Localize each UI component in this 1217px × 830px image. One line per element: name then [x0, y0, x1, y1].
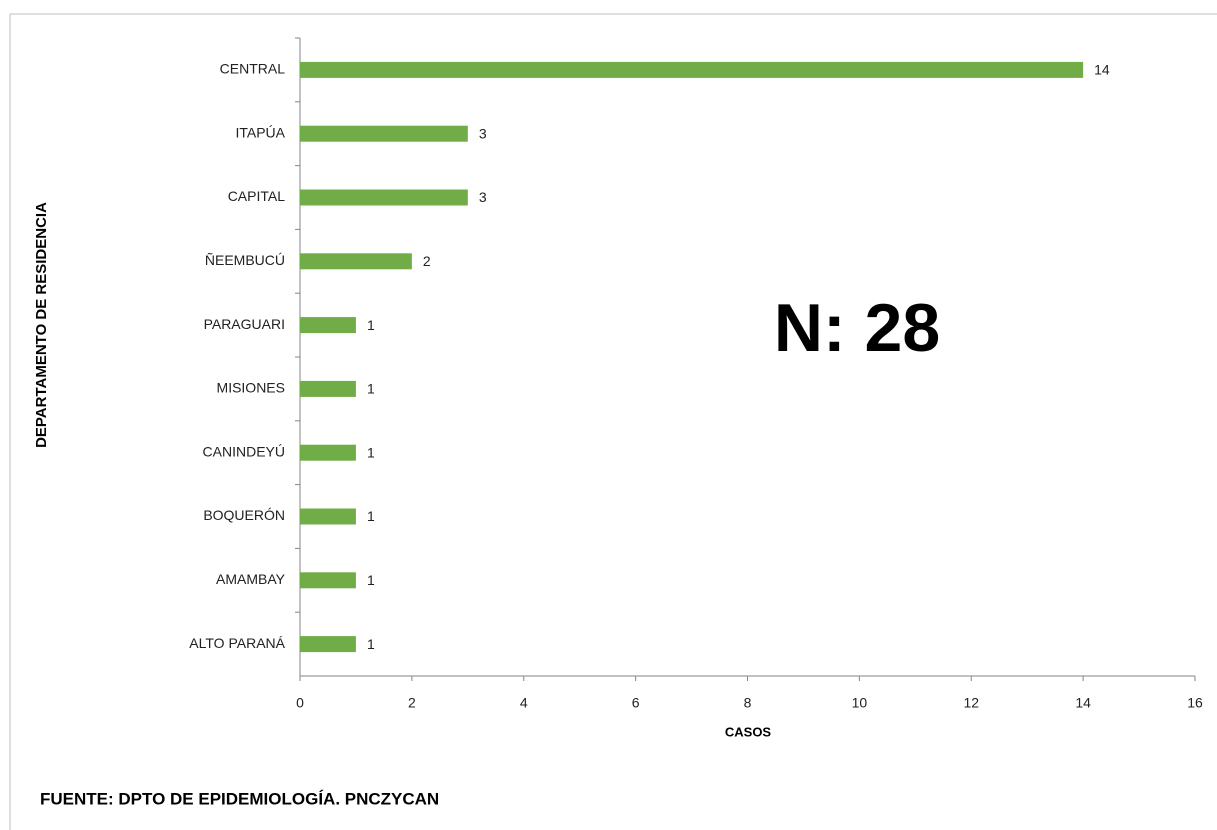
- x-tick-label: 6: [632, 695, 640, 711]
- data-label: 1: [367, 508, 375, 524]
- x-tick-label: 16: [1187, 695, 1203, 711]
- x-tick-label: 8: [744, 695, 752, 711]
- data-label: 2: [423, 253, 431, 269]
- bar: [300, 189, 468, 206]
- bar: [300, 253, 412, 270]
- y-axis-label: DEPARTAMENTO DE RESIDENCIA: [33, 202, 50, 448]
- y-tick-label: CANINDEYÚ: [203, 443, 285, 459]
- bar: [300, 444, 356, 461]
- y-tick-label: CENTRAL: [220, 61, 286, 77]
- x-tick-label: 10: [852, 695, 868, 711]
- data-label: 14: [1094, 62, 1110, 78]
- x-tick-label: 14: [1075, 695, 1091, 711]
- y-tick-label: CAPITAL: [228, 188, 286, 204]
- x-tick-label: 0: [296, 695, 304, 711]
- x-tick-label: 4: [520, 695, 528, 711]
- y-tick-label: MISIONES: [217, 380, 285, 396]
- y-tick-label: PARAGUARI: [204, 316, 285, 332]
- y-tick-label: AMAMBAY: [216, 571, 286, 587]
- bar: [300, 508, 356, 525]
- data-label: 3: [479, 125, 487, 141]
- bar: [300, 61, 1084, 78]
- x-tick-label: 2: [408, 695, 416, 711]
- y-tick-label: BOQUERÓN: [203, 507, 285, 523]
- data-label: 1: [367, 572, 375, 588]
- data-label: 1: [367, 444, 375, 460]
- bar: [300, 380, 356, 397]
- data-label: 1: [367, 381, 375, 397]
- y-tick-label: ÑEEMBUCÚ: [205, 252, 285, 268]
- y-tick-label: ALTO PARANÁ: [189, 635, 285, 651]
- data-label: 1: [367, 636, 375, 652]
- x-tick-label: 12: [963, 695, 979, 711]
- bar: [300, 572, 356, 589]
- bar: [300, 636, 356, 653]
- y-tick-label: ITAPÚA: [235, 124, 285, 140]
- data-label: 1: [367, 317, 375, 333]
- annotation: N: 28: [774, 290, 940, 366]
- bar: [300, 317, 356, 334]
- bar: [300, 125, 468, 142]
- x-axis-label: CASOS: [725, 724, 772, 739]
- source: FUENTE: DPTO DE EPIDEMIOLOGÍA. PNCZYCAN: [40, 789, 439, 808]
- data-label: 3: [479, 189, 487, 205]
